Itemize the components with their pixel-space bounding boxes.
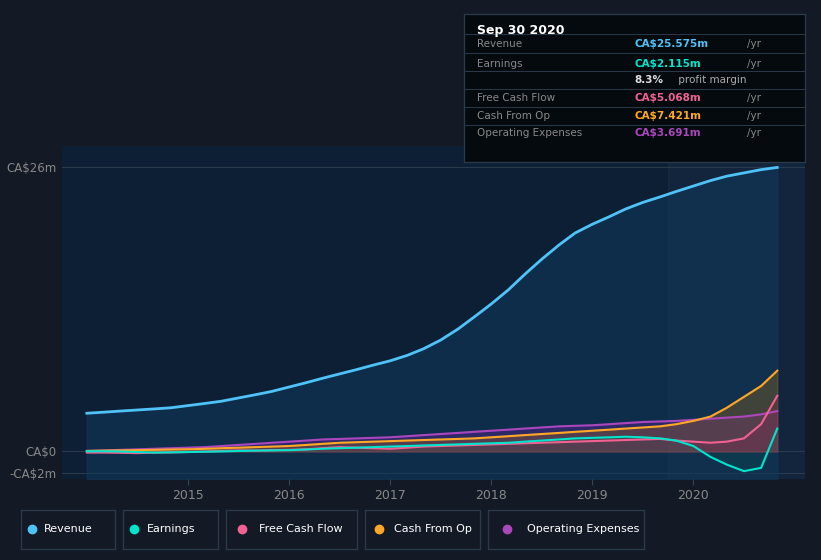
Text: 8.3%: 8.3% — [635, 75, 663, 85]
Text: /yr: /yr — [746, 59, 761, 69]
Text: /yr: /yr — [746, 93, 761, 103]
Text: CA$2.115m: CA$2.115m — [635, 59, 701, 69]
Text: /yr: /yr — [746, 39, 761, 49]
Text: Sep 30 2020: Sep 30 2020 — [478, 24, 565, 36]
Text: profit margin: profit margin — [675, 75, 746, 85]
Text: CA$25.575m: CA$25.575m — [635, 39, 709, 49]
Text: Cash From Op: Cash From Op — [478, 111, 551, 120]
Text: Revenue: Revenue — [478, 39, 523, 49]
Text: Cash From Op: Cash From Op — [394, 524, 472, 534]
Text: CA$7.421m: CA$7.421m — [635, 111, 701, 120]
Text: Free Cash Flow: Free Cash Flow — [478, 93, 556, 103]
Text: Operating Expenses: Operating Expenses — [478, 128, 583, 138]
Text: /yr: /yr — [746, 111, 761, 120]
Text: Operating Expenses: Operating Expenses — [528, 524, 640, 534]
Text: Revenue: Revenue — [44, 524, 93, 534]
Text: /yr: /yr — [746, 128, 761, 138]
Text: CA$5.068m: CA$5.068m — [635, 93, 701, 103]
Text: Free Cash Flow: Free Cash Flow — [259, 524, 342, 534]
Text: CA$3.691m: CA$3.691m — [635, 128, 701, 138]
Text: Earnings: Earnings — [478, 59, 523, 69]
Bar — [668, 146, 814, 479]
Text: Earnings: Earnings — [147, 524, 195, 534]
